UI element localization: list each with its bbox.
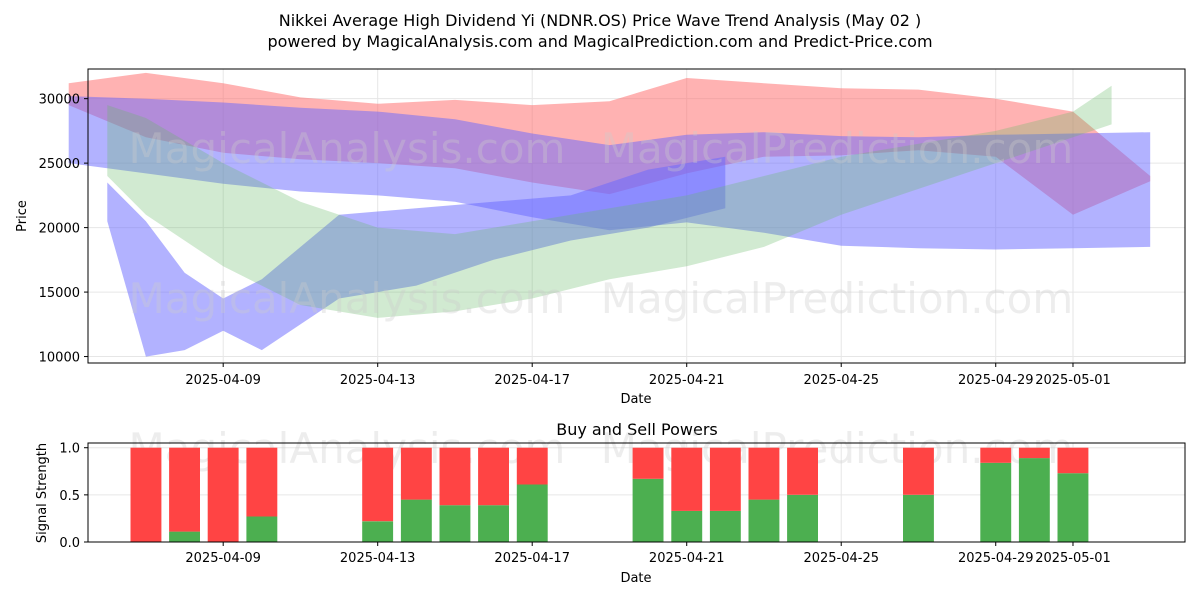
sell-bar: [362, 447, 394, 522]
watermark-analysis-bottom: MagicalAnalysis.com: [129, 274, 566, 323]
sell-bar: [632, 447, 664, 479]
sell-bar: [246, 447, 278, 517]
sell-bar: [709, 447, 741, 511]
sell-bar: [478, 447, 509, 506]
main-x-tick-label: 2025-04-25: [803, 373, 879, 388]
buy-bar: [1057, 473, 1089, 542]
sub-x-tick-label: 2025-04-29: [958, 551, 1034, 566]
sub-x-tick-label: 2025-04-25: [803, 551, 879, 566]
sell-bar: [400, 447, 432, 500]
sell-bar: [903, 447, 934, 495]
sub-y-tick-label: 1.0: [59, 442, 80, 457]
main-x-tick-label: 2025-04-29: [958, 373, 1034, 388]
sub-x-tick-label: 2025-04-09: [185, 551, 261, 566]
watermark-prediction-top: MagicalPrediction.com: [601, 124, 1074, 173]
main-x-tick-label: 2025-04-21: [649, 373, 725, 388]
buy-bar: [671, 510, 703, 542]
buy-sell-bars: [130, 447, 1089, 542]
main-y-tick-label: 15000: [39, 286, 80, 301]
chart-subtitle: powered by MagicalAnalysis.com and Magic…: [267, 32, 932, 51]
blue-price-band-1: [68, 96, 1151, 250]
sell-bar: [787, 447, 818, 495]
buy-bar: [1018, 458, 1050, 542]
sell-bar: [1018, 447, 1050, 459]
sell-bar: [1057, 447, 1089, 474]
sell-bar: [439, 447, 471, 506]
buy-bar: [362, 521, 394, 542]
main-y-axis-label: Price: [15, 200, 30, 232]
sub-plot-frame: [87, 442, 1186, 543]
blue-price-band-2: [107, 156, 726, 357]
main-y-tick-label: 20000: [39, 222, 80, 237]
sell-bar: [130, 447, 162, 542]
price-bands: [68, 72, 1151, 357]
buy-bar: [400, 499, 432, 542]
watermark-analysis-top: MagicalAnalysis.com: [129, 124, 566, 173]
chart-title: Nikkei Average High Dividend Yi (NDNR.OS…: [279, 11, 922, 30]
main-x-ticks: 2025-04-09 2025-04-13 2025-04-17 2025-04-21…: [185, 363, 1111, 388]
sub-x-axis-label: Date: [620, 571, 651, 586]
buy-bar: [709, 510, 741, 542]
sub-y-tick-label: 0.5: [59, 489, 80, 504]
sub-chart-title: Buy and Sell Powers: [556, 420, 718, 439]
buy-bar: [439, 505, 471, 542]
price-wave-chart: MagicalAnalysis.com MagicalPrediction.co…: [15, 68, 1186, 407]
main-y-tick-label: 10000: [39, 351, 80, 366]
sell-bar: [980, 447, 1012, 463]
buy-bar: [903, 494, 934, 542]
buy-bar: [787, 494, 818, 542]
watermark-prediction-bottom: MagicalPrediction.com: [601, 274, 1074, 323]
red-price-band-0: [68, 72, 1151, 215]
buy-bar: [478, 505, 509, 542]
buy-bar: [632, 478, 664, 542]
buy-sell-chart: Buy and Sell Powers MagicalAnalysis.com …: [35, 420, 1186, 586]
sub-x-tick-label: 2025-04-21: [649, 551, 725, 566]
main-plot-frame: [87, 68, 1186, 364]
buy-bar: [246, 516, 278, 542]
sell-bar: [671, 447, 703, 511]
buy-bar: [169, 531, 200, 542]
main-x-tick-label: 2025-04-09: [185, 373, 261, 388]
sub-y-ticks: 0.0 0.5 1.0: [59, 442, 88, 551]
main-x-tick-label: 2025-04-13: [340, 373, 416, 388]
main-y-tick-label: 25000: [39, 157, 80, 172]
buy-bar: [980, 462, 1012, 542]
sub-y-axis-label: Signal Strength: [35, 443, 50, 543]
main-x-axis-label: Date: [620, 392, 651, 407]
buy-bar: [516, 484, 548, 542]
sub-x-tick-label: 2025-04-13: [340, 551, 416, 566]
green-price-band-3: [107, 85, 1112, 318]
main-x-tick-label: 2025-04-17: [494, 373, 570, 388]
sub-x-ticks: 2025-04-09 2025-04-13 2025-04-17 2025-04-21…: [185, 542, 1111, 566]
sell-bar: [748, 447, 780, 500]
sell-bar: [207, 447, 239, 542]
sub-x-tick-label: 2025-05-01: [1035, 551, 1111, 566]
sub-y-tick-label: 0.0: [59, 536, 80, 551]
sell-bar: [169, 447, 200, 532]
main-y-ticks: 10000 15000 20000 25000 30000: [39, 93, 88, 366]
buy-bar: [748, 499, 780, 542]
sub-x-tick-label: 2025-04-17: [494, 551, 570, 566]
main-y-tick-label: 30000: [39, 93, 80, 108]
sell-bar: [516, 447, 548, 485]
main-x-tick-label: 2025-05-01: [1035, 373, 1111, 388]
